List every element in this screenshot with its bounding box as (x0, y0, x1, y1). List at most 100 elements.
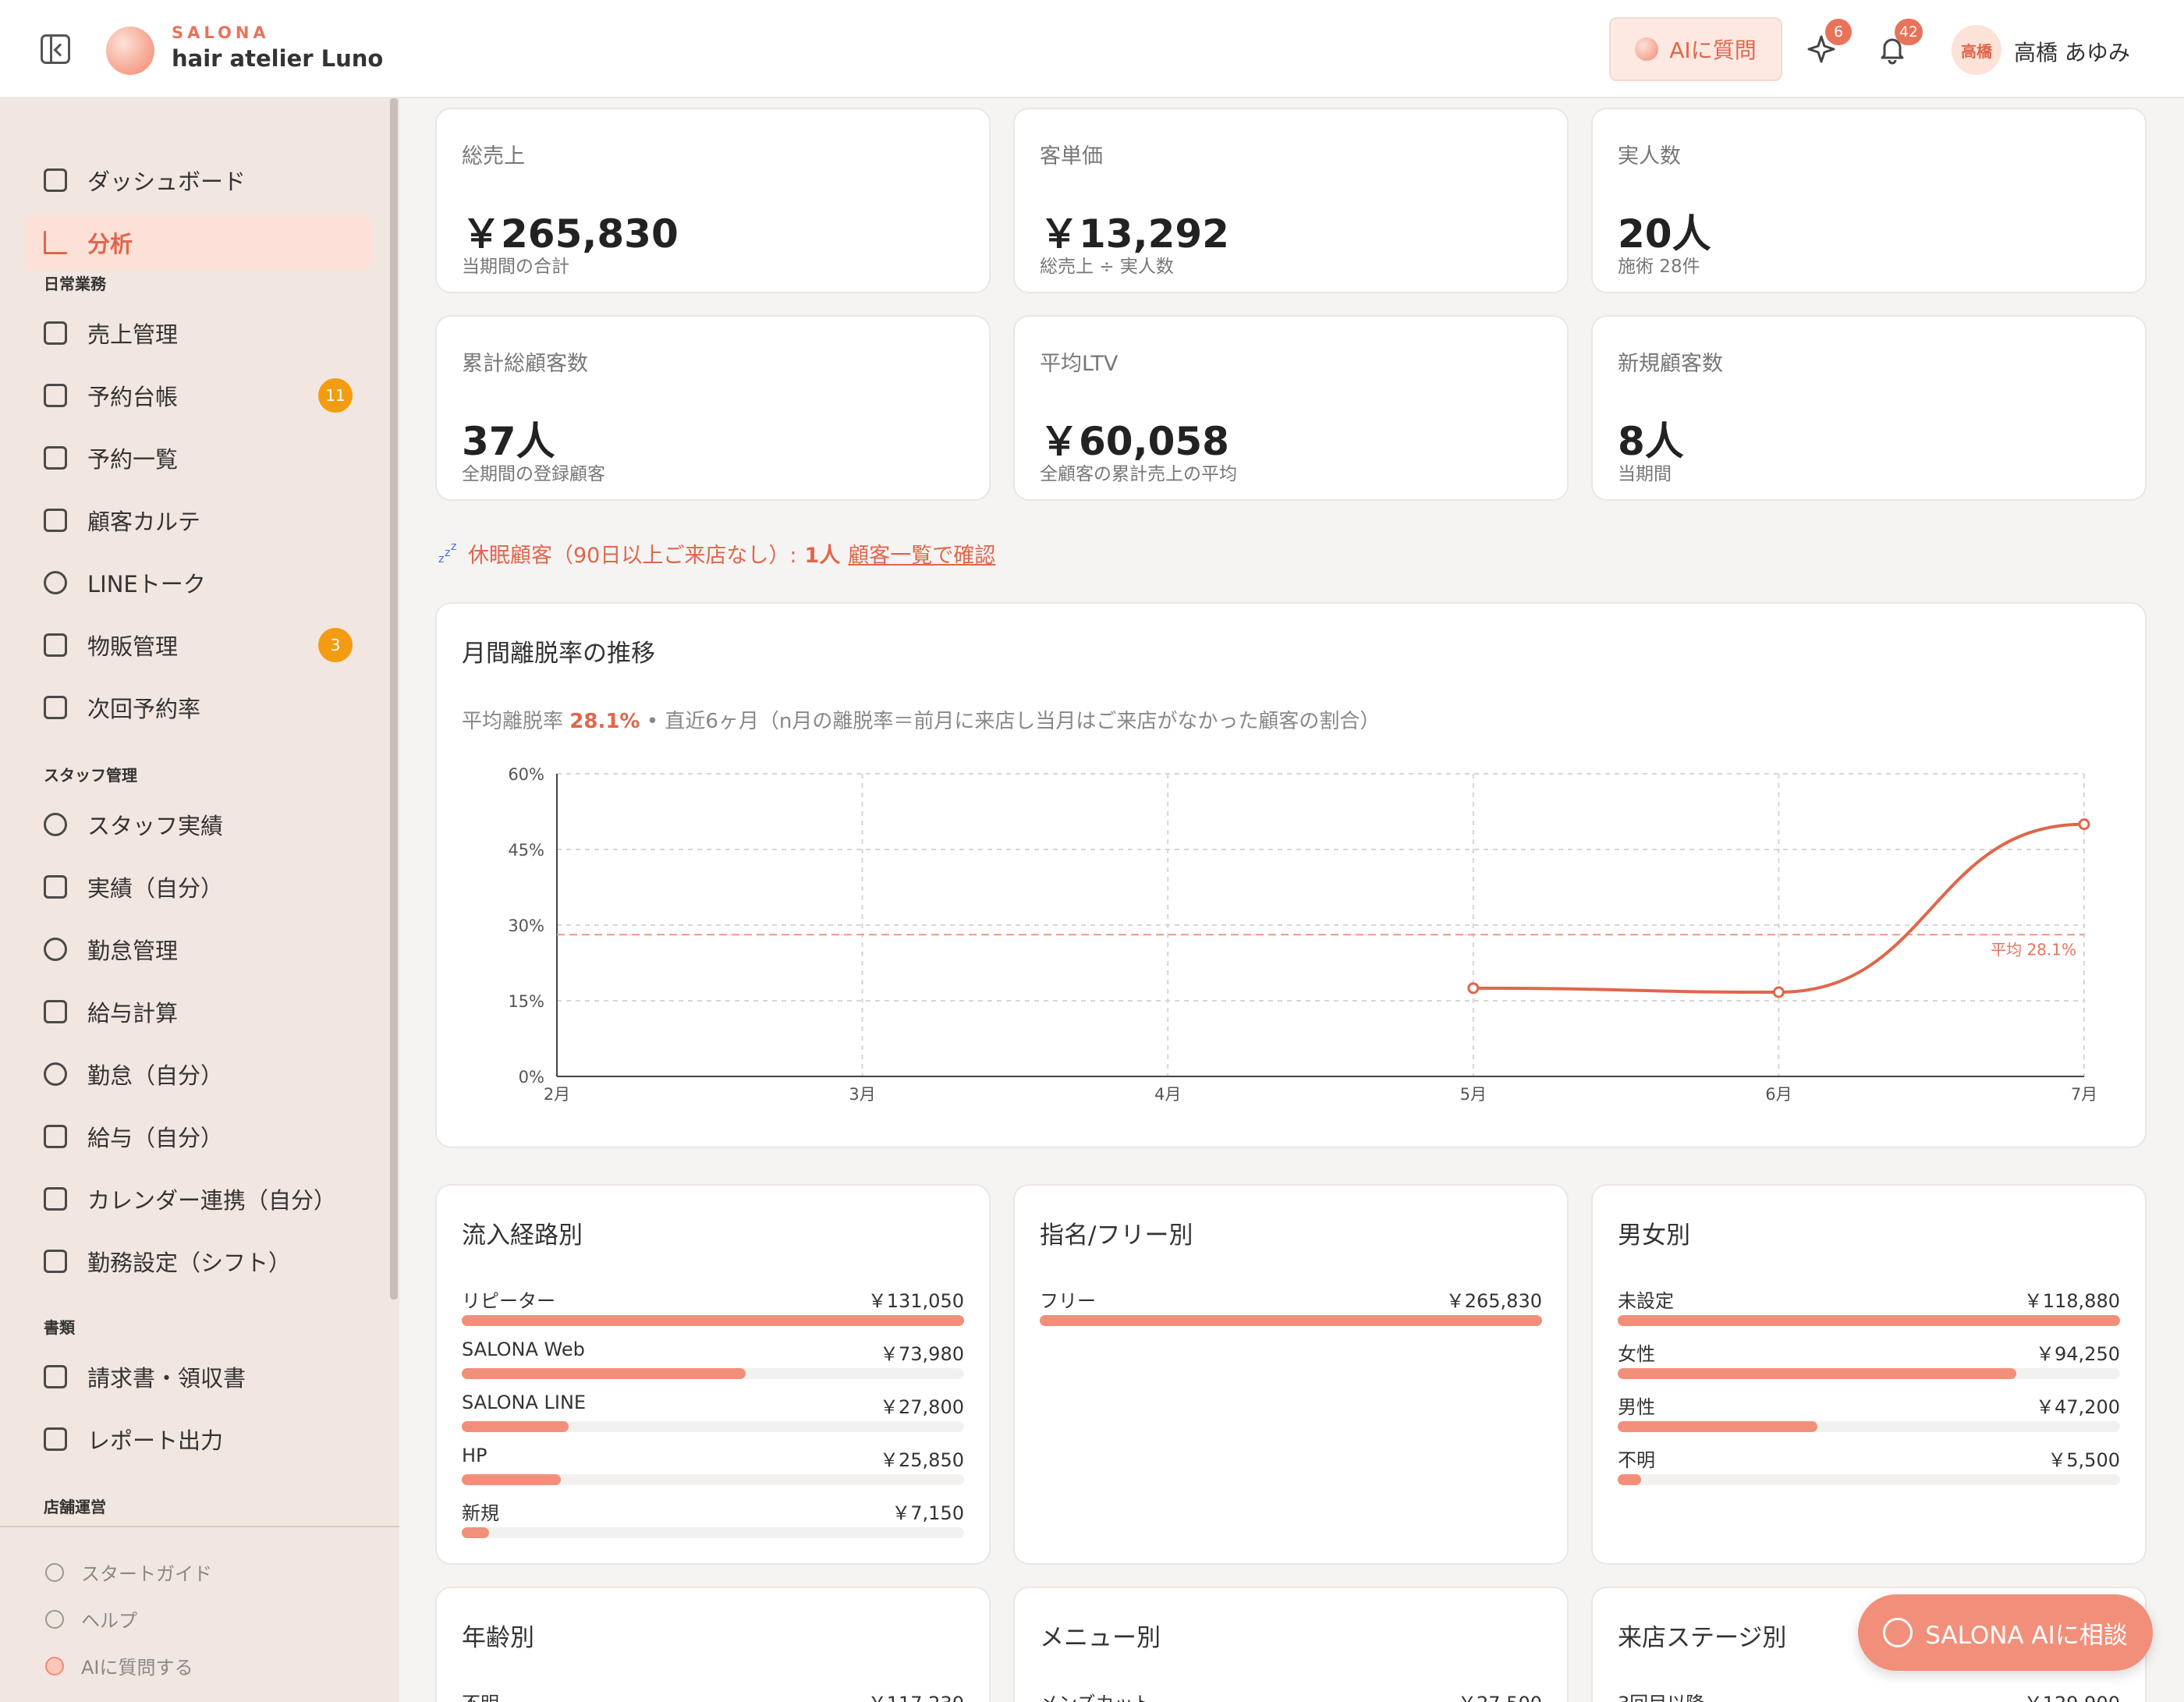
y-tick-label: 30% (508, 917, 544, 935)
salon-name: hair atelier Luno (172, 45, 384, 72)
chat-icon (44, 571, 67, 594)
sidebar-item-label: カレンダー連携（自分） (87, 1187, 337, 1214)
ai-question-button[interactable]: AIに質問 (1609, 17, 1782, 81)
avatar[interactable]: 高橋 (1952, 25, 2001, 75)
sidebar-item-customer-chart[interactable]: 顧客カルテ (25, 493, 371, 548)
sidebar-item-analytics[interactable]: 分析 (25, 215, 371, 270)
kpi-sub: 当期間 (1618, 464, 1672, 484)
sidebar-toggle-icon[interactable] (41, 34, 70, 64)
kpi-card-unique-customers: 実人数 20人 施術 28件 (1591, 108, 2147, 293)
help-label: ヘルプ (81, 1610, 137, 1632)
row-label: 女性 (1618, 1343, 1655, 1365)
sparkle-badge: 6 (1825, 19, 1852, 45)
sidebar-item-label: 売上管理 (87, 321, 179, 348)
breakdown-title: 来店ステージ別 (1618, 1624, 1787, 1652)
sidebar-scrollbar[interactable] (390, 98, 398, 1300)
help-icon (45, 1609, 64, 1629)
row-label: SALONA Web (462, 1339, 585, 1360)
clock-icon (44, 938, 67, 961)
box-icon (44, 633, 67, 657)
breakdown-title: 年齢別 (462, 1624, 534, 1652)
sidebar-item-merchandise[interactable]: 物販管理 3 (25, 618, 371, 672)
sparkle-button[interactable]: 6 (1802, 19, 1852, 69)
row-value: ￥47,200 (2036, 1396, 2120, 1418)
row-value: ￥73,980 (880, 1343, 964, 1365)
user-name[interactable]: 高橋 あゆみ (2014, 40, 2130, 66)
notifications-button[interactable]: 42 (1873, 19, 1923, 69)
bar-fill (1618, 1368, 2016, 1379)
help-link[interactable]: ヘルプ (45, 1605, 137, 1633)
sidebar-item-label: 請求書・領収書 (87, 1365, 246, 1392)
sidebar-item-reservation-book[interactable]: 予約台帳 11 (25, 368, 371, 423)
sidebar-item-staff-performance[interactable]: スタッフ実績 (25, 797, 371, 852)
ask-ai-link[interactable]: AIに質問する (45, 1652, 193, 1679)
section-label-documents: 書類 (44, 1318, 75, 1337)
ai-consult-label: SALONA AIに相談 (1925, 1621, 2128, 1650)
row-value: ￥117,230 (868, 1688, 964, 1702)
document-check-icon (44, 1365, 67, 1388)
sidebar-item-label: 次回予約率 (87, 696, 201, 722)
row-label: 新規 (462, 1502, 499, 1524)
calendar-clock-icon (44, 1250, 67, 1273)
kpi-card-total-sales: 総売上 ￥265,830 当期間の合計 (435, 108, 991, 293)
sidebar-item-label: 勤怠（自分） (87, 1062, 224, 1089)
average-label: 平均 28.1% (1991, 940, 2076, 959)
bar-track (462, 1474, 964, 1485)
kpi-label: 実人数 (1618, 144, 1681, 168)
sidebar-item-line-talk[interactable]: LINEトーク (25, 555, 371, 610)
sidebar-item-attendance[interactable]: 勤怠管理 (25, 922, 371, 977)
breakdown-title: 指名/フリー別 (1040, 1222, 1193, 1250)
kpi-label: 平均LTV (1040, 352, 1119, 376)
row-value: ￥27,500 (1458, 1688, 1542, 1702)
sidebar-item-next-booking-rate[interactable]: 次回予約率 (25, 680, 371, 735)
sidebar-item-calendar-sync[interactable]: カレンダー連携（自分） (25, 1172, 371, 1226)
section-label-store: 店舗運営 (44, 1498, 106, 1516)
row-value: ￥265,830 (1445, 1290, 1542, 1312)
kpi-card-avg-spend: 客単価 ￥13,292 総売上 ÷ 実人数 (1013, 108, 1569, 293)
svg-text:z: z (445, 547, 450, 559)
sidebar-item-label: 給与計算 (87, 1000, 179, 1027)
sidebar-item-sales[interactable]: 売上管理 (25, 306, 371, 360)
sidebar-item-label: 予約台帳 (87, 384, 179, 410)
notification-badge: 42 (1894, 19, 1923, 45)
sidebar-item-dashboard[interactable]: ダッシュボード (25, 153, 371, 207)
sidebar-item-my-salary[interactable]: 給与（自分） (25, 1109, 371, 1164)
row-label: メンズカット (1040, 1688, 1152, 1702)
sidebar-item-reservation-list[interactable]: 予約一覧 (25, 431, 371, 485)
row-value: ￥5,500 (2048, 1449, 2120, 1471)
bar-fill (462, 1474, 562, 1485)
row-value: ￥118,880 (2023, 1290, 2120, 1312)
sidebar-item-my-attendance[interactable]: 勤怠（自分） (25, 1047, 371, 1101)
start-guide-link[interactable]: スタートガイド (45, 1558, 212, 1586)
sidebar-item-label: ダッシュボード (87, 168, 246, 195)
bar-track (1618, 1474, 2120, 1485)
sidebar-item-my-performance[interactable]: 実績（自分） (25, 860, 371, 914)
kpi-sub: 総売上 ÷ 実人数 (1040, 257, 1174, 277)
kpi-label: 新規顧客数 (1618, 352, 1723, 376)
breakdown-title: 男女別 (1618, 1222, 1690, 1250)
breakdown-card-source: 流入経路別 リピーター ￥131,050 SALONA Web ￥73,980 SALO… (435, 1184, 991, 1565)
chart-title: 月間離脱率の推移 (462, 640, 655, 668)
sidebar-item-payroll[interactable]: 給与計算 (25, 984, 371, 1039)
ai-consult-button[interactable]: SALONA AIに相談 (1858, 1594, 2153, 1671)
x-tick-label: 4月 (1154, 1085, 1181, 1104)
breakdown-card-menu: メニュー別 メンズカット ￥27,500 (1013, 1587, 1569, 1702)
bar-fill (462, 1368, 746, 1379)
breakdown-title: 流入経路別 (462, 1222, 583, 1250)
churn-line-chart: 0% 15% 30% 45% 60% 2月 3月 4月 5月 6月 7月 平均 28.1% (508, 765, 2097, 1104)
kpi-label: 客単価 (1040, 144, 1103, 168)
customer-list-link[interactable]: 顧客一覧で確認 (848, 544, 996, 568)
bar-fill (1618, 1315, 2120, 1326)
sidebar-item-report-export[interactable]: レポート出力 (25, 1412, 371, 1466)
kpi-sub: 全期間の登録顧客 (462, 464, 605, 484)
sidebar-item-label: 物販管理 (87, 633, 179, 660)
bar-fill (462, 1527, 490, 1538)
kpi-value: ￥60,058 (1040, 419, 1229, 464)
sidebar-item-shift-settings[interactable]: 勤務設定（シフト） (25, 1234, 371, 1289)
row-label: リピーター (462, 1290, 555, 1312)
sidebar-item-label: スタッフ実績 (87, 813, 224, 839)
row-label: 不明 (462, 1688, 499, 1702)
breakdown-card-age: 年齢別 不明 ￥117,230 (435, 1587, 991, 1702)
sidebar-item-invoices[interactable]: 請求書・領収書 (25, 1349, 371, 1404)
trend-icon (44, 875, 67, 899)
